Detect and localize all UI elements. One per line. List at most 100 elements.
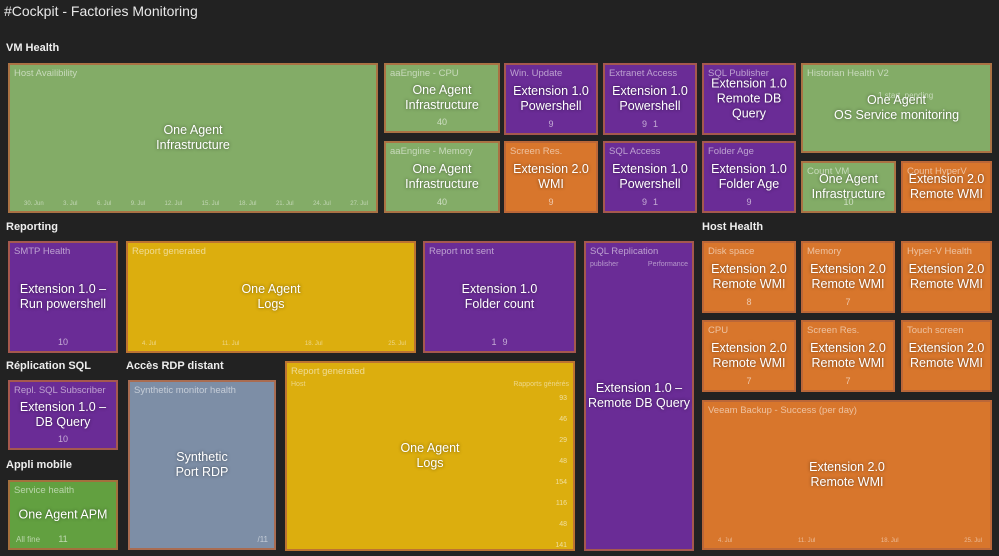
count: 1 (653, 119, 659, 129)
tile[interactable]: Veeam Backup - Success (per day) 4. Jul 11… (702, 400, 992, 550)
tile[interactable]: Host Availibility 30. Jun 3. Jul 6. Jul 9. J… (8, 63, 378, 213)
tick-label: 12. Jul (164, 201, 183, 207)
tile[interactable]: SQL Publisher Extension 1.0 Remote DB Query (702, 63, 796, 135)
count: 1 (653, 197, 659, 207)
tick-label: 3. Jul (63, 201, 78, 207)
label-line: Remote WMI (810, 475, 884, 489)
label-line: Powershell (619, 99, 681, 113)
tile[interactable]: Extranet Access Extension 1.0 Powershell 9 1 (603, 63, 697, 135)
tile-note: 1 start_pending (878, 91, 934, 100)
label-line: Logs (416, 456, 444, 470)
tile-title: Screen Res. (807, 325, 860, 336)
tile[interactable]: Touch screen Extension 2.0 Remote WMI (901, 320, 992, 392)
tile-label: One Agent OS Service monitoring (803, 93, 990, 123)
tile[interactable]: SQL Access Extension 1.0 Powershell 9 1 (603, 141, 697, 213)
label-line: Logs (257, 297, 285, 311)
tile-label: One Agent Infrastructure (386, 83, 498, 113)
tile-label: Extension 1.0 Remote DB Query (704, 77, 794, 122)
label-line: Extension 2.0 (809, 460, 885, 474)
count: 40 (436, 197, 447, 207)
counts: 9 (704, 197, 794, 207)
tile[interactable]: SQL Replication publisher Performance Exten… (584, 241, 694, 551)
label-line: Extension 2.0 (908, 262, 985, 276)
label-line: Extension 1.0 – (19, 400, 107, 414)
tile-label: Extension 2.0 Remote WMI (704, 460, 990, 490)
counts: 40 (386, 197, 498, 207)
count: 9 (746, 197, 752, 207)
label-line: Remote DB Query (587, 396, 691, 410)
label-line: OS Service monitoring (833, 108, 960, 122)
table-header: Host Rapports générés (291, 381, 569, 388)
column-header: Rapports générés (513, 381, 569, 388)
label-line: Extension 1.0 (612, 84, 688, 98)
tile[interactable]: Report not sent Extension 1.0 Folder count… (423, 241, 576, 353)
label-line: Infrastructure (811, 187, 886, 201)
tick-label: 18. Jul (880, 538, 899, 544)
count: 1 (491, 337, 497, 347)
tile[interactable]: Count VM One Agent Infrastructure 10 (801, 161, 896, 213)
tile[interactable]: aaEngine - Memory One Agent Infrastructure… (384, 141, 500, 213)
label-line: One Agent (866, 93, 927, 107)
tile[interactable]: Synthetic monitor health Synthetic Port RD… (128, 380, 276, 550)
tile-label: Extension 2.0 Remote WMI (903, 341, 990, 371)
tile[interactable]: Report generated 4. Jul 11. Jul 18. Jul 25. … (126, 241, 416, 353)
tile-label: Extension 2.0 Remote WMI (903, 262, 990, 292)
row-value: 154 (555, 479, 567, 486)
tile[interactable]: Repl. SQL Subscriber Extension 1.0 – DB Qu… (8, 380, 118, 450)
tile[interactable]: Historian Health V2 One Agent OS Service m… (801, 63, 992, 153)
tile[interactable]: SMTP Health Extension 1.0 – Run powershell… (8, 241, 118, 353)
tile-label: Extension 2.0 Remote WMI (704, 262, 794, 292)
tick-label: 25. Jul (964, 538, 982, 544)
tile[interactable]: Report generated Host Rapports générés 93 46… (285, 361, 575, 551)
label-line: Remote DB (716, 91, 782, 106)
tile[interactable]: Screen Res. Extension 2.0 Remote WMI 7 (801, 320, 895, 392)
row-value: 48 (559, 458, 567, 465)
count: 11 (58, 534, 68, 544)
tile-label: One Agent Infrastructure (386, 162, 498, 192)
tile-title: Service health (14, 485, 75, 496)
tile-title: Host Availibility (14, 68, 78, 79)
tile[interactable]: Screen Res. Extension 2.0 WMI 9 (504, 141, 598, 213)
label-line: Extension 2.0 (711, 262, 787, 276)
section-header: Host Health (702, 221, 764, 233)
label-line: Remote WMI (910, 187, 983, 201)
tile-title: Historian Health V2 (807, 68, 889, 79)
tick-label: 24. Jul (313, 201, 331, 207)
tile[interactable]: Hyper-V Health Extension 2.0 Remote WMI (901, 241, 992, 313)
tile[interactable]: Memory Extension 2.0 Remote WMI 7 (801, 241, 895, 313)
tile-label: Synthetic Port RDP (130, 450, 274, 480)
tile[interactable]: Disk space Extension 2.0 Remote WMI 8 (702, 241, 796, 313)
tile[interactable]: CPU Extension 2.0 Remote WMI 7 (702, 320, 796, 392)
count: 10 (57, 337, 68, 347)
label-line: Folder count (464, 297, 535, 311)
section-header: VM Health (6, 42, 60, 54)
label-line: WMI (538, 177, 564, 191)
label-line: Extension 2.0 (810, 341, 886, 355)
tile[interactable]: Win. Update Extension 1.0 Powershell 9 (504, 63, 598, 135)
count: 10 (843, 197, 854, 207)
tile-title: Report not sent (429, 246, 494, 257)
tile[interactable]: Service health One Agent APM 11 All fine (8, 480, 118, 550)
tile[interactable]: Folder Age Extension 1.0 Folder Age 9 (702, 141, 796, 213)
tile-label: One Agent Logs (128, 282, 414, 312)
column-header: Performance (647, 261, 688, 268)
axis-labels: 30. Jun 3. Jul 6. Jul 9. Jul 12. Jul 15. Jul 1… (24, 201, 368, 207)
tile[interactable]: Count HyperV Extension 2.0 Remote WMI (901, 161, 992, 213)
tile-label: One Agent Infrastructure (10, 123, 376, 153)
label-line: Port RDP (175, 465, 229, 479)
count: 9 (641, 119, 647, 129)
row-value: 46 (559, 416, 567, 423)
label-line: Remote WMI (712, 277, 786, 291)
page-title: #Cockpit - Factories Monitoring (4, 3, 198, 19)
tile-title: SQL Access (609, 146, 661, 157)
tick-label: 30. Jun (24, 201, 44, 207)
tile-title: Extranet Access (609, 68, 678, 79)
tile-note: /11 (257, 535, 268, 544)
label-line: Remote WMI (811, 356, 885, 370)
counts: 11 (10, 534, 116, 544)
counts: 7 (803, 297, 893, 307)
table-header: publisher Performance (590, 261, 688, 268)
tile[interactable]: aaEngine - CPU One Agent Infrastructure 40 (384, 63, 500, 133)
